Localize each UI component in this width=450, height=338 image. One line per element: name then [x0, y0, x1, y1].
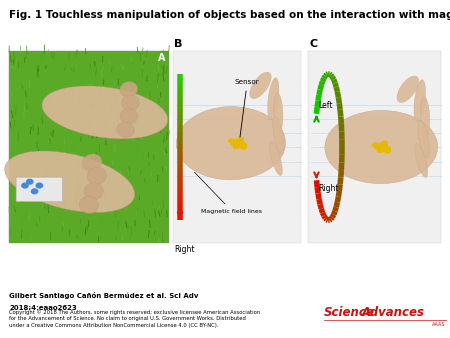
Circle shape: [32, 189, 38, 194]
Text: Advances: Advances: [361, 306, 424, 319]
Text: AAAS: AAAS: [432, 322, 446, 327]
Text: Left: Left: [319, 101, 333, 110]
Circle shape: [378, 146, 384, 151]
Circle shape: [234, 139, 241, 144]
Ellipse shape: [84, 183, 103, 200]
Text: Copyright © 2018 The Authors, some rights reserved; exclusive licensee American : Copyright © 2018 The Authors, some right…: [9, 309, 260, 328]
FancyBboxPatch shape: [308, 51, 441, 243]
Text: C: C: [309, 39, 317, 49]
Circle shape: [36, 183, 42, 188]
Circle shape: [373, 143, 378, 147]
Circle shape: [241, 144, 246, 147]
Circle shape: [235, 145, 240, 148]
Circle shape: [241, 145, 247, 149]
Text: Magnetic field lines: Magnetic field lines: [194, 172, 262, 214]
Ellipse shape: [274, 93, 283, 131]
Ellipse shape: [82, 154, 102, 171]
Ellipse shape: [79, 196, 99, 214]
FancyBboxPatch shape: [16, 177, 63, 202]
Circle shape: [231, 141, 236, 145]
Ellipse shape: [273, 116, 284, 154]
Text: Science: Science: [324, 306, 375, 319]
Text: B: B: [174, 39, 183, 49]
Circle shape: [382, 144, 387, 148]
Text: 2018;4:eaao2623: 2018;4:eaao2623: [9, 305, 77, 311]
Circle shape: [377, 149, 382, 152]
Circle shape: [234, 142, 240, 147]
Ellipse shape: [87, 167, 107, 185]
Circle shape: [27, 179, 33, 184]
Ellipse shape: [418, 120, 430, 159]
Circle shape: [385, 147, 391, 151]
Ellipse shape: [420, 97, 430, 136]
Circle shape: [229, 139, 234, 143]
Circle shape: [241, 143, 247, 147]
Circle shape: [382, 141, 387, 145]
Ellipse shape: [42, 86, 168, 139]
Ellipse shape: [414, 144, 428, 177]
FancyBboxPatch shape: [173, 51, 302, 243]
Text: Gilbert Santiago Cañón Bermúdez et al. Sci Adv: Gilbert Santiago Cañón Bermúdez et al. S…: [9, 292, 198, 299]
FancyBboxPatch shape: [9, 51, 169, 243]
Circle shape: [378, 143, 384, 148]
Circle shape: [240, 144, 246, 148]
Circle shape: [385, 147, 390, 151]
Ellipse shape: [268, 78, 279, 120]
Text: Fig. 1 Touchless manipulation of objects based on the interaction with magnetic : Fig. 1 Touchless manipulation of objects…: [9, 10, 450, 20]
Circle shape: [374, 145, 379, 149]
Text: A: A: [158, 53, 165, 64]
Ellipse shape: [120, 108, 138, 124]
Ellipse shape: [325, 111, 438, 184]
Ellipse shape: [5, 151, 135, 213]
Circle shape: [234, 145, 238, 148]
Text: Right: Right: [319, 184, 339, 193]
Ellipse shape: [117, 122, 135, 137]
Text: Sensor: Sensor: [235, 79, 260, 137]
Circle shape: [384, 148, 390, 152]
Ellipse shape: [176, 106, 285, 180]
Circle shape: [385, 149, 390, 153]
Ellipse shape: [270, 142, 282, 175]
Ellipse shape: [120, 81, 138, 97]
Circle shape: [238, 140, 243, 144]
Circle shape: [238, 137, 243, 141]
Circle shape: [22, 183, 28, 188]
Ellipse shape: [122, 95, 139, 111]
Ellipse shape: [414, 80, 426, 122]
Circle shape: [379, 149, 383, 152]
Ellipse shape: [250, 72, 271, 99]
Ellipse shape: [397, 76, 418, 102]
Text: Right: Right: [174, 245, 195, 254]
